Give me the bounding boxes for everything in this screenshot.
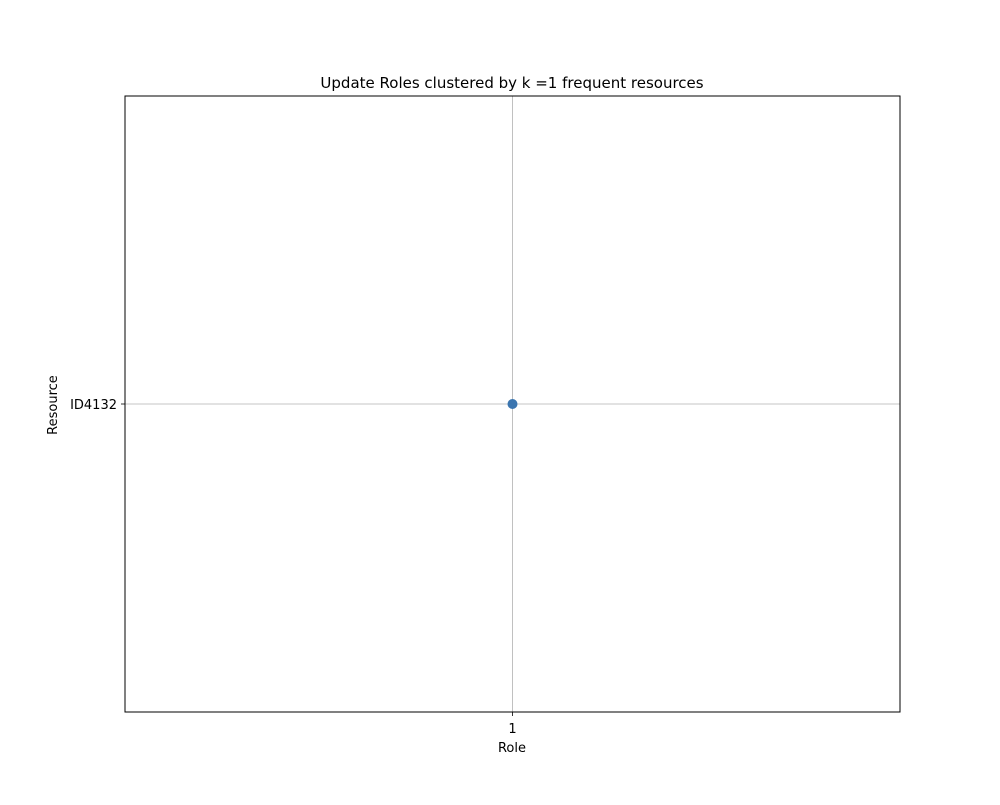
marks-layer bbox=[507, 399, 518, 409]
data-point bbox=[507, 399, 518, 409]
x-axis: 1 bbox=[508, 712, 517, 737]
y-axis: ID4132 bbox=[70, 398, 125, 413]
y-axis-label: Resource bbox=[46, 375, 61, 435]
x-axis-label: Role bbox=[498, 741, 526, 756]
x-tick-label: 1 bbox=[508, 722, 516, 737]
chart-title: Update Roles clustered by k =1 frequent … bbox=[320, 74, 703, 92]
y-tick-label: ID4132 bbox=[70, 398, 117, 413]
